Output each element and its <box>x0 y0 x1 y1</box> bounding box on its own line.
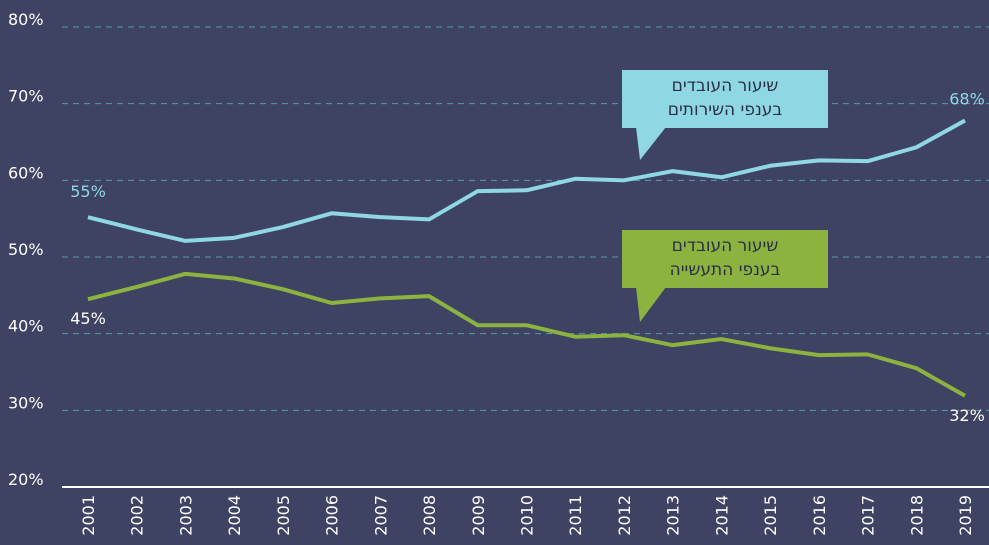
x-tick-label: 2009 <box>469 495 488 536</box>
x-tick-label: 2015 <box>761 495 780 536</box>
callout: שיעור העובדים בענפי השירותים <box>667 76 783 120</box>
x-tick-label: 2007 <box>371 495 390 536</box>
legend-entry: שיעור העובדים בענפי השירותים <box>667 76 783 120</box>
x-tick-label: 2016 <box>810 495 829 536</box>
x-tick-label: 2013 <box>664 495 683 536</box>
data-label: 32% <box>949 406 985 425</box>
x-tick-label: 2018 <box>907 495 926 536</box>
callout-box <box>622 70 828 128</box>
x-tick-label: 2003 <box>176 495 195 536</box>
y-tick-label: 50% <box>8 240 44 259</box>
x-tick-label: 2012 <box>615 495 634 536</box>
series-line <box>87 118 966 243</box>
y-tick-label: 30% <box>8 393 44 412</box>
callout: שיעור העובדים בענפי התעשייה <box>669 236 781 280</box>
callout-tail <box>636 127 666 160</box>
x-tick-label: 2017 <box>859 495 878 536</box>
y-tick-label: 70% <box>8 87 44 106</box>
x-tick-label: 2008 <box>420 495 439 536</box>
legend-entry: שיעור העובדים בענפי התעשייה <box>669 236 781 280</box>
x-tick-label: 2010 <box>518 495 537 536</box>
data-label: 45% <box>70 309 106 328</box>
x-tick-label: 2019 <box>956 495 975 536</box>
x-tick-label: 2006 <box>323 495 342 536</box>
data-label: 55% <box>70 182 106 201</box>
y-tick-label: 20% <box>8 470 44 489</box>
y-tick-label: 40% <box>8 317 44 336</box>
x-tick-label: 2011 <box>566 495 585 536</box>
y-tick-label: 80% <box>8 10 44 29</box>
y-tick-label: 60% <box>8 163 44 182</box>
callout-box <box>622 230 828 288</box>
x-tick-label: 2001 <box>79 495 98 536</box>
series-line <box>87 271 966 398</box>
x-tick-label: 2014 <box>712 495 731 536</box>
x-tick-label: 2004 <box>225 495 244 536</box>
x-tick-label: 2005 <box>274 495 293 536</box>
data-label: 68% <box>949 90 985 109</box>
callout-tail <box>636 287 666 322</box>
x-tick-label: 2002 <box>128 495 147 536</box>
